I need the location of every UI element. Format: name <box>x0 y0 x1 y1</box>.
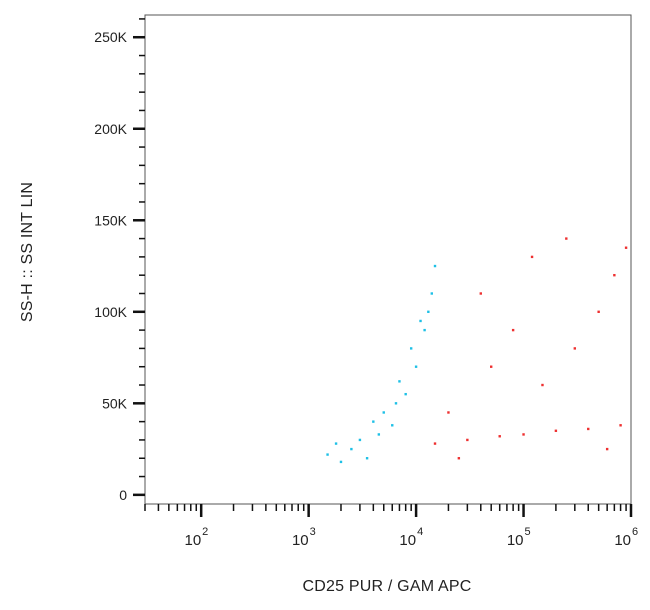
data-point-series-2 <box>597 310 600 313</box>
data-point-series-2 <box>624 246 628 249</box>
y-axis-label: SS-H :: SS INT LIN <box>19 181 36 323</box>
x-tick-label: 10 <box>399 532 416 549</box>
x-tick-label: 10 <box>507 532 524 549</box>
plot-frame <box>144 14 632 505</box>
data-point-series-2 <box>613 273 616 277</box>
data-point-series-2 <box>511 328 515 332</box>
data-point-series-2 <box>522 433 525 436</box>
data-point-series-1 <box>427 310 430 313</box>
data-point-series-1 <box>398 380 401 383</box>
x-tick-label: 10 <box>614 532 631 549</box>
data-point-series-2 <box>565 237 568 240</box>
data-point-series-1 <box>339 460 343 464</box>
x-axis-label: CD25 PUR / GAM APC <box>302 578 472 595</box>
x-tick-label-exponent: 6 <box>632 526 638 538</box>
x-tick-label-exponent: 5 <box>525 526 531 538</box>
data-point-series-2 <box>587 427 590 431</box>
data-point-series-1 <box>382 411 385 414</box>
x-tick-label-exponent: 3 <box>310 526 316 538</box>
x-axis: 10 2 10 3 10 4 10 5 10 6 <box>144 504 638 549</box>
data-point-series-1 <box>433 264 437 268</box>
data-point-series-2 <box>479 292 482 295</box>
data-point-series-1 <box>391 424 394 427</box>
x-tick-label: 10 <box>292 532 309 549</box>
data-point-series-2 <box>573 347 577 350</box>
y-tick-label: 50K <box>102 395 128 411</box>
data-point-series-2 <box>457 457 461 460</box>
data-point-series-2 <box>447 411 450 414</box>
data-point-series-1 <box>377 433 381 436</box>
y-tick-label: 200K <box>94 121 127 137</box>
data-point-series-1 <box>372 420 375 423</box>
y-tick-label: 150K <box>94 212 127 228</box>
x-tick-label: 10 <box>184 532 201 549</box>
data-point-series-2 <box>541 383 544 387</box>
data-point-series-1 <box>419 319 422 323</box>
data-point-series-2 <box>498 435 501 438</box>
y-axis: 0 50K 100K 150K 200K 250K <box>94 18 145 503</box>
data-point-series-2 <box>530 255 534 259</box>
y-tick-label: 0 <box>119 487 127 503</box>
data-point-series-1 <box>404 392 407 396</box>
data-point-series-2 <box>605 447 609 451</box>
x-tick-label-exponent: 2 <box>202 526 208 538</box>
y-tick-label: 100K <box>94 304 127 320</box>
data-point-series-1 <box>409 347 413 350</box>
data-point-series-1 <box>326 453 329 456</box>
data-point-series-2 <box>490 365 493 368</box>
data-point-series-1 <box>365 457 369 460</box>
data-point-series-2 <box>466 438 469 442</box>
data-point-series-1 <box>414 365 418 368</box>
y-tick-label: 250K <box>94 29 127 45</box>
data-point-series-1 <box>394 402 398 405</box>
data-point-series-2 <box>554 429 558 432</box>
points-layer <box>326 237 628 464</box>
data-point-series-1 <box>430 292 433 295</box>
data-point-series-1 <box>423 328 426 332</box>
data-point-series-1 <box>334 442 338 445</box>
x-tick-label-exponent: 4 <box>417 526 423 538</box>
data-point-series-1 <box>350 447 353 451</box>
data-point-series-2 <box>619 424 622 427</box>
data-point-series-1 <box>358 438 362 442</box>
data-point-series-2 <box>433 442 437 445</box>
